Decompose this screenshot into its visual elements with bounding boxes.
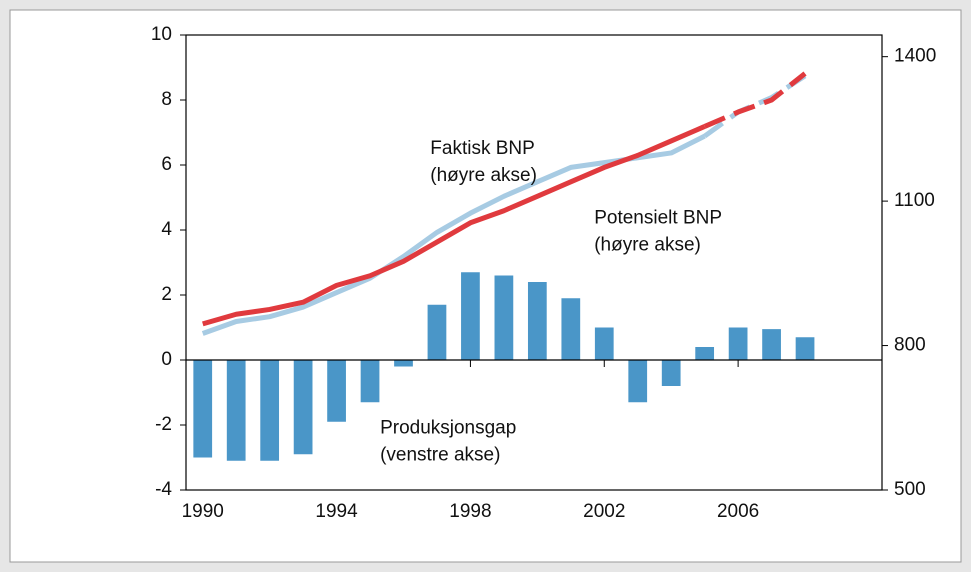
line	[703, 71, 807, 129]
panel	[9, 9, 962, 563]
plot-frame	[185, 34, 883, 491]
y2-tick-label: 1400	[894, 46, 936, 67]
y-tick-label: 0	[161, 349, 172, 370]
x-tick-label: 2002	[583, 501, 625, 522]
bar	[628, 360, 648, 403]
bar	[594, 327, 614, 360]
y-tick-label: 4	[161, 219, 172, 240]
bar	[527, 282, 547, 360]
y-tick-label: 2	[161, 284, 172, 305]
bar	[661, 360, 681, 386]
y-tick-label: 10	[151, 24, 172, 45]
bar	[494, 275, 514, 360]
y-tick-label: 8	[161, 89, 172, 110]
annotation: (høyre akse)	[594, 235, 701, 256]
annotation: Potensielt BNP	[594, 208, 722, 229]
x-tick-label: 1994	[315, 501, 358, 522]
y2-tick-label: 800	[894, 335, 926, 356]
x-tick-label: 2006	[717, 501, 759, 522]
annotation: Produksjonsgap	[380, 417, 516, 438]
bar	[561, 298, 581, 360]
bar	[360, 360, 380, 403]
bar	[695, 347, 715, 360]
line	[703, 73, 807, 139]
bar	[327, 360, 346, 422]
x-tick-label: 1998	[449, 501, 491, 522]
y-tick-label: -2	[155, 414, 172, 435]
line	[202, 124, 706, 327]
bar	[226, 360, 246, 461]
y2-tick-label: 1100	[894, 190, 935, 211]
bar	[193, 360, 213, 458]
annotation: (venstre akse)	[380, 444, 500, 465]
bar	[762, 329, 781, 360]
y-tick-label: -4	[155, 479, 172, 500]
bar	[293, 360, 313, 455]
annotation: Faktisk BNP	[430, 138, 535, 159]
bar	[795, 337, 815, 360]
y-tick-label: 6	[161, 154, 172, 175]
bar	[461, 272, 480, 360]
y2-tick-label: 500	[894, 479, 926, 500]
bar	[260, 360, 280, 461]
bar	[427, 304, 447, 360]
annotation: (høyre akse)	[430, 165, 537, 186]
bar	[394, 360, 413, 367]
bar	[728, 327, 748, 360]
x-tick-label: 1990	[182, 501, 224, 522]
